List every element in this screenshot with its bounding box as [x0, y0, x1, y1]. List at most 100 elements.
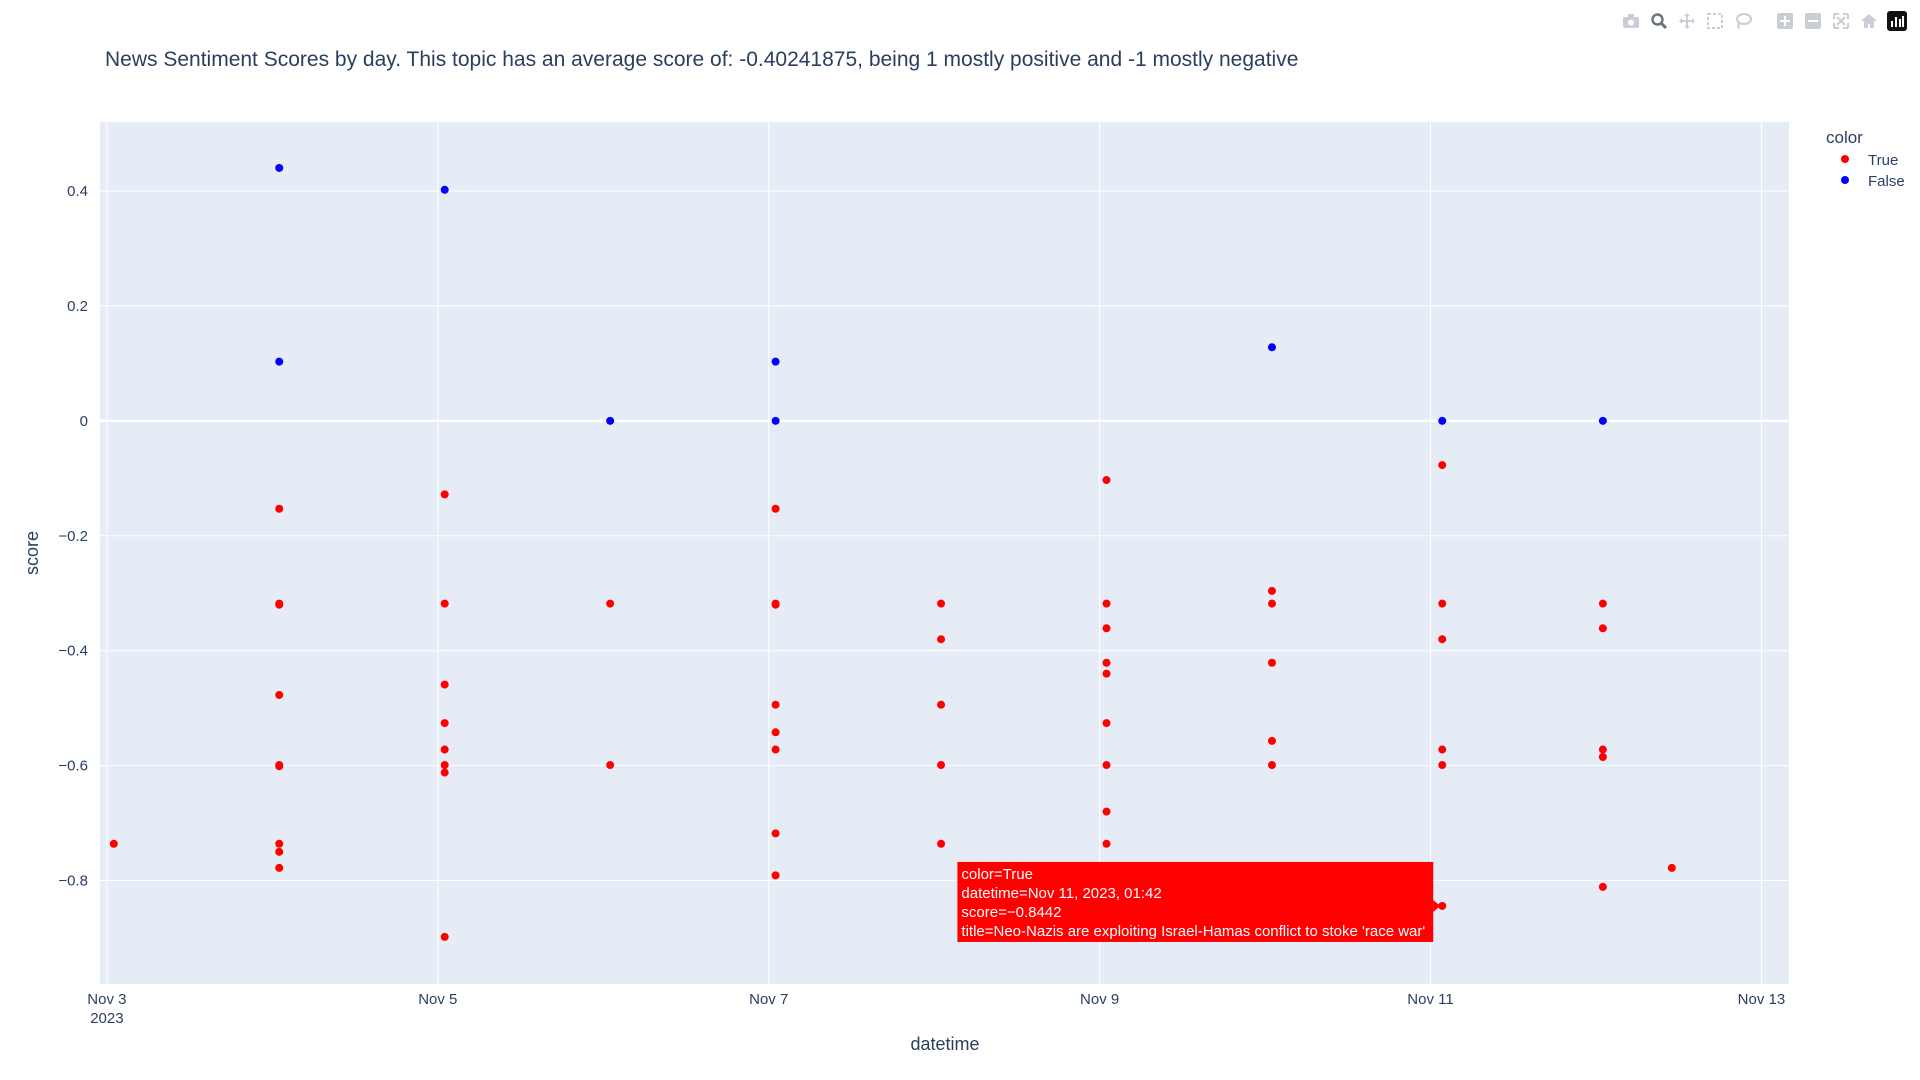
legend-marker-true — [1841, 155, 1849, 163]
data-point[interactable] — [771, 357, 780, 366]
data-point[interactable] — [1667, 863, 1676, 872]
data-point[interactable] — [1102, 807, 1111, 816]
box-select-icon[interactable] — [1704, 10, 1726, 32]
data-point[interactable] — [1598, 599, 1607, 608]
lasso-select-icon[interactable] — [1732, 10, 1754, 32]
reset-axes-icon[interactable] — [1858, 10, 1880, 32]
data-point[interactable] — [1102, 669, 1111, 678]
data-point[interactable] — [275, 863, 284, 872]
data-point[interactable] — [937, 635, 946, 644]
tooltip-line-title: title=Neo-Nazis are exploiting Israel-Ha… — [961, 923, 1425, 940]
y-tick-label: 0.4 — [67, 183, 88, 200]
data-point[interactable] — [440, 185, 449, 194]
data-point[interactable] — [771, 504, 780, 513]
tooltip-box — [957, 861, 1434, 942]
data-point[interactable] — [1267, 599, 1276, 608]
data-point[interactable] — [1267, 658, 1276, 667]
legend-item-false[interactable]: False — [1841, 173, 1905, 190]
data-point[interactable] — [440, 719, 449, 728]
data-point[interactable] — [771, 871, 780, 880]
zoom-out-icon[interactable] — [1802, 10, 1824, 32]
legend-item-true[interactable]: True — [1841, 152, 1898, 169]
data-point[interactable] — [1438, 461, 1447, 470]
data-point[interactable] — [275, 600, 284, 609]
data-point[interactable] — [1598, 745, 1607, 754]
plotly-logo-icon[interactable] — [1886, 10, 1908, 32]
data-point[interactable] — [937, 700, 946, 709]
x-tick-label: Nov 3 — [87, 991, 126, 1008]
zoom-icon[interactable] — [1648, 10, 1670, 32]
data-point[interactable] — [1267, 761, 1276, 770]
data-point[interactable] — [275, 163, 284, 172]
autoscale-icon[interactable] — [1830, 10, 1852, 32]
data-point[interactable] — [109, 839, 118, 848]
camera-icon[interactable] — [1620, 10, 1642, 32]
data-point[interactable] — [1267, 586, 1276, 595]
data-point[interactable] — [1598, 624, 1607, 633]
data-point[interactable] — [1438, 761, 1447, 770]
data-point[interactable] — [440, 932, 449, 941]
data-point[interactable] — [606, 599, 615, 608]
data-point[interactable] — [1438, 635, 1447, 644]
data-point[interactable] — [1102, 624, 1111, 633]
data-point[interactable] — [440, 490, 449, 499]
data-point[interactable] — [1102, 476, 1111, 485]
data-point[interactable] — [937, 839, 946, 848]
data-point[interactable] — [1598, 882, 1607, 891]
data-point[interactable] — [1438, 599, 1447, 608]
data-point[interactable] — [937, 761, 946, 770]
y-tick-label: −0.6 — [58, 758, 88, 775]
data-point[interactable] — [275, 762, 284, 771]
data-point[interactable] — [1438, 901, 1447, 910]
data-point[interactable] — [1102, 839, 1111, 848]
data-point[interactable] — [606, 761, 615, 770]
data-point[interactable] — [440, 680, 449, 689]
series-false — [275, 163, 1607, 425]
data-point[interactable] — [1438, 416, 1447, 425]
data-point[interactable] — [275, 847, 284, 856]
data-point[interactable] — [771, 745, 780, 754]
data-point[interactable] — [771, 600, 780, 609]
data-point[interactable] — [1598, 416, 1607, 425]
y-axis-title: score — [22, 531, 42, 575]
data-point[interactable] — [1598, 753, 1607, 762]
data-point[interactable] — [275, 357, 284, 366]
data-points[interactable] — [109, 163, 1676, 941]
data-point[interactable] — [1438, 745, 1447, 754]
data-point[interactable] — [937, 599, 946, 608]
y-axis-ticks: 0.4 0.2 0 −0.2 −0.4 −0.6 −0.8 — [58, 183, 88, 890]
y-tick-label: −0.4 — [58, 643, 88, 660]
data-point[interactable] — [771, 829, 780, 838]
hover-tooltip: color=True datetime=Nov 11, 2023, 01:42 … — [957, 861, 1441, 942]
data-point[interactable] — [440, 761, 449, 770]
data-point[interactable] — [1267, 736, 1276, 745]
data-point[interactable] — [606, 416, 615, 425]
data-point[interactable] — [440, 599, 449, 608]
zoom-in-icon[interactable] — [1774, 10, 1796, 32]
x-tick-label: Nov 11 — [1407, 991, 1453, 1008]
data-point[interactable] — [275, 504, 284, 513]
x-tick-label: Nov 13 — [1738, 991, 1786, 1008]
data-point[interactable] — [275, 839, 284, 848]
data-point[interactable] — [275, 690, 284, 699]
tooltip-line-score: score=−0.8442 — [961, 904, 1061, 921]
plot-area[interactable] — [100, 122, 1789, 984]
legend-marker-false — [1841, 176, 1849, 184]
x-axis-ticks: Nov 3 2023 Nov 5 Nov 7 Nov 9 Nov 11 Nov 13 — [87, 991, 1785, 1027]
data-point[interactable] — [1102, 719, 1111, 728]
y-tick-label: −0.8 — [58, 873, 88, 890]
chart-title: News Sentiment Scores by day. This topic… — [105, 48, 1298, 71]
pan-icon[interactable] — [1676, 10, 1698, 32]
data-point[interactable] — [771, 728, 780, 737]
data-point[interactable] — [771, 700, 780, 709]
legend-title: color — [1826, 128, 1863, 147]
data-point[interactable] — [440, 768, 449, 777]
data-point[interactable] — [771, 416, 780, 425]
data-point[interactable] — [1102, 658, 1111, 667]
data-point[interactable] — [1102, 599, 1111, 608]
data-point[interactable] — [440, 745, 449, 754]
y-tick-label: 0 — [80, 413, 88, 430]
data-point[interactable] — [1102, 761, 1111, 770]
data-point[interactable] — [1267, 343, 1276, 352]
